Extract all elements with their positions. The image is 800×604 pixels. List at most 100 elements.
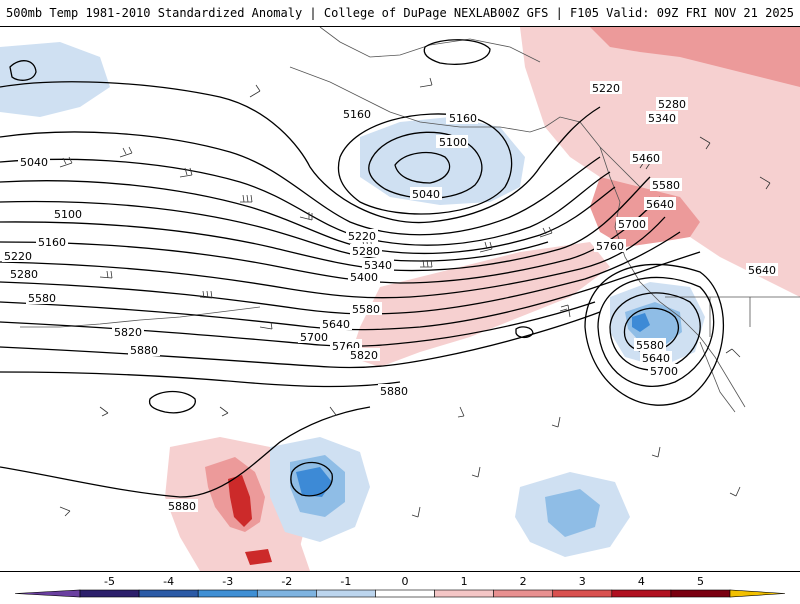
contour-5520 bbox=[0, 196, 661, 284]
contour-5580-cutoff bbox=[623, 307, 680, 353]
colorbar-canvas: -5 -4 -3 -2 -1 0 1 2 3 4 5 bbox=[14, 575, 786, 598]
wind-barb bbox=[240, 194, 253, 203]
contour-label: 5880 bbox=[380, 385, 408, 398]
height-contours bbox=[0, 39, 725, 498]
contour-label: 5160 bbox=[38, 236, 66, 249]
contour-label: 5880 bbox=[168, 500, 196, 513]
colorbar-tick-label: -5 bbox=[104, 575, 115, 588]
colorbar-tick-label: -4 bbox=[163, 575, 174, 588]
us-border-2 bbox=[709, 297, 751, 337]
colorbar-segment bbox=[256, 589, 317, 598]
wind-barb bbox=[539, 226, 553, 238]
contour-5640-cutoff bbox=[609, 292, 701, 371]
aleutian-chain bbox=[20, 306, 261, 328]
wind-barb bbox=[551, 416, 561, 428]
contour-label: 5880 bbox=[130, 344, 158, 357]
wind-barb bbox=[759, 176, 771, 190]
wind-barb bbox=[119, 146, 133, 158]
colorbar-tick-label: 2 bbox=[520, 575, 527, 588]
wind-barb bbox=[479, 241, 493, 253]
contour-label: 5040 bbox=[412, 188, 440, 201]
anomaly-colorbar: -5 -4 -3 -2 -1 0 1 2 3 4 5 bbox=[0, 572, 800, 600]
contour-label: 5580 bbox=[636, 339, 664, 352]
map-header: 500mb Temp 1981-2010 Standardized Anomal… bbox=[0, 0, 800, 26]
colorbar-end-left bbox=[14, 589, 81, 598]
contour-inner-5040 bbox=[394, 151, 451, 184]
contour-label: 5640 bbox=[322, 318, 350, 331]
wind-barb bbox=[199, 290, 213, 299]
wind-barb bbox=[249, 84, 261, 98]
contour-5700 bbox=[0, 251, 701, 331]
contour-5880-south bbox=[0, 406, 371, 498]
west-coast-north-america bbox=[599, 146, 746, 408]
anomaly-shading bbox=[0, 27, 800, 571]
colorbar-tick-label: 0 bbox=[402, 575, 409, 588]
contour-label: 5280 bbox=[658, 98, 686, 111]
contour-5880-small-closed bbox=[148, 390, 196, 414]
colorbar-end-right bbox=[729, 589, 786, 598]
wind-barb bbox=[559, 304, 571, 318]
contour-label: 5160 bbox=[449, 112, 477, 125]
colorbar-tick-label: 1 bbox=[461, 575, 468, 588]
wind-barb bbox=[420, 259, 433, 268]
wind-barb bbox=[219, 406, 229, 417]
wind-barb bbox=[699, 136, 711, 150]
warm-anomaly-northeast-core bbox=[590, 27, 800, 87]
colorbar-segment bbox=[552, 589, 613, 598]
cool-anomaly-cutoff-core bbox=[625, 302, 682, 345]
contour-label: 5820 bbox=[350, 349, 378, 362]
colorbar-tick-label: 4 bbox=[638, 575, 645, 588]
wind-barb bbox=[59, 156, 73, 168]
contour-label-layer: 5160 5160 5100 5040 5040 5100 5160 5220 … bbox=[2, 81, 778, 513]
contour-label: 5640 bbox=[642, 352, 670, 365]
colorbar-tick-label: 5 bbox=[697, 575, 704, 588]
contour-label: 5760 bbox=[596, 240, 624, 253]
contour-label: 5220 bbox=[348, 230, 376, 243]
wind-barb bbox=[259, 321, 273, 330]
cool-anomaly-north-low bbox=[360, 117, 525, 205]
contour-label: 5820 bbox=[114, 326, 142, 339]
contour-label: 5580 bbox=[28, 292, 56, 305]
cool-anomaly-south-central-max bbox=[296, 467, 332, 497]
contour-label: 5160 bbox=[343, 108, 371, 121]
contour-5340 bbox=[0, 180, 616, 255]
contour-label: 5040 bbox=[20, 156, 48, 169]
contour-label: 5580 bbox=[652, 179, 680, 192]
colorbar-segment bbox=[611, 589, 672, 598]
contour-label: 5700 bbox=[618, 218, 646, 231]
contour-5700-cutoff bbox=[597, 276, 715, 387]
colorbar-segment bbox=[316, 589, 376, 598]
colorbar-tick-label: -3 bbox=[222, 575, 233, 588]
wind-barb bbox=[651, 446, 661, 458]
contour-5220 bbox=[0, 131, 601, 236]
contour-5400 bbox=[0, 200, 549, 262]
contour-label: 5280 bbox=[352, 245, 380, 258]
wind-barb bbox=[457, 406, 465, 418]
contour-label: 5340 bbox=[364, 259, 392, 272]
wind-barb bbox=[329, 406, 337, 418]
warm-anomaly-midpacific bbox=[350, 242, 610, 367]
contour-5880 bbox=[0, 371, 401, 388]
colorbar-segment bbox=[375, 589, 435, 598]
alaska-coastline bbox=[289, 66, 641, 188]
contour-5640 bbox=[0, 231, 681, 315]
colorbar-segment bbox=[138, 589, 199, 598]
colorbar-segment bbox=[670, 589, 731, 598]
contour-5880-small-island bbox=[515, 326, 534, 339]
colorbar-segment bbox=[79, 589, 140, 598]
contour-closed-north-2 bbox=[423, 39, 491, 65]
map-canvas: 5160 5160 5100 5040 5040 5100 5160 5220 … bbox=[0, 27, 800, 571]
colorbar-tick-label: -1 bbox=[340, 575, 351, 588]
cool-anomaly-south-east-core bbox=[545, 489, 600, 537]
colorbar-segment bbox=[434, 589, 494, 598]
wind-barbs bbox=[59, 77, 771, 518]
north-coastline bbox=[319, 27, 541, 63]
wind-barb bbox=[99, 270, 113, 279]
cool-anomaly-cutoff-max bbox=[632, 313, 650, 332]
colorbar-tick-label: -2 bbox=[281, 575, 292, 588]
contour-label: 5220 bbox=[592, 82, 620, 95]
contour-label: 5460 bbox=[632, 152, 660, 165]
wind-barb bbox=[179, 167, 193, 178]
contour-5880-south-central-closed bbox=[290, 461, 333, 497]
colorbar-segment bbox=[197, 589, 258, 598]
